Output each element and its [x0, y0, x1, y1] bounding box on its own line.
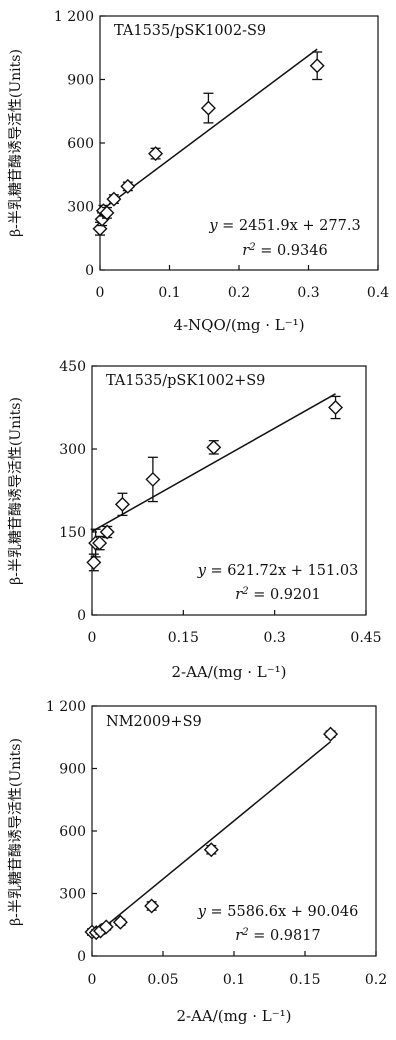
y-tick-label: 300: [59, 442, 86, 458]
fit-equation: y = 2451.9x + 277.3: [208, 218, 360, 234]
y-tick-label: 1 200: [54, 9, 94, 25]
x-tick-label: 0.15: [289, 972, 320, 988]
r-squared-exponent: 2: [241, 927, 248, 938]
r-squared-value: = 0.9201: [249, 587, 321, 603]
y-tick-label: 300: [59, 887, 86, 903]
y-tick-label: 600: [67, 136, 94, 152]
data-point-diamond: [99, 524, 115, 540]
series-label: TA1535/pSK1002+S9: [106, 373, 265, 389]
x-tick-label: 0: [88, 972, 97, 988]
fit-equation: y = 621.72x + 151.03: [197, 563, 359, 579]
x-axis-label: 4-NQO/(mg · L⁻¹): [173, 316, 304, 334]
x-tick-label: 0: [96, 285, 105, 301]
x-tick-label: 0.1: [158, 285, 180, 301]
r-squared-value: = 0.9817: [249, 928, 321, 944]
equation-variable: y: [197, 904, 207, 920]
y-tick-label: 900: [67, 73, 94, 89]
chart-svg: 0 300 600 900 1 200 0 0.1 0.2 0.3 0.4 TA1535/pSK10…: [8, 9, 389, 334]
x-tick-label: 0.15: [168, 630, 199, 646]
plot-frame: [91, 365, 367, 616]
y-tick-label: 0: [77, 949, 86, 965]
data-point-diamond: [206, 439, 222, 455]
y-axis-label: β-半乳糖苷酶诱导活性(Units): [8, 49, 24, 237]
y-tick-label: 450: [59, 359, 86, 375]
data-point-diamond: [144, 898, 160, 914]
x-axis-label: 2-AA/(mg · L⁻¹): [176, 1007, 291, 1025]
r-squared: r2 = 0.9346: [242, 242, 327, 260]
x-tick-label: 0.1: [223, 972, 245, 988]
x-tick-label: 0.05: [147, 972, 178, 988]
x-tick-label: 0.4: [367, 285, 389, 301]
r-squared-symbol: r: [242, 243, 250, 259]
x-tick-label: 0.2: [228, 285, 250, 301]
data-point-diamond: [112, 914, 128, 930]
y-tick-label: 600: [59, 824, 86, 840]
fit-line: [91, 393, 336, 533]
y-tick-label: 0: [85, 263, 94, 279]
r-squared: r2 = 0.9201: [235, 586, 320, 604]
x-tick-label: 0.3: [264, 630, 286, 646]
equation-variable: y: [197, 563, 207, 579]
r-squared: r2 = 0.9817: [235, 927, 320, 945]
r-squared-exponent: 2: [248, 242, 255, 253]
x-tick-label: 0.45: [350, 630, 381, 646]
r-squared-symbol: r: [235, 928, 243, 944]
data-point-diamond: [86, 554, 102, 570]
x-axis-label: 2-AA/(mg · L⁻¹): [171, 663, 286, 681]
data-point-diamond: [99, 205, 115, 221]
y-tick-label: 0: [77, 608, 86, 624]
data-point-diamond: [328, 400, 344, 415]
data-point-diamond: [203, 842, 219, 858]
data-point-diamond: [323, 726, 339, 742]
x-tick-label: 0: [88, 630, 97, 646]
chart-panel-2: 0 150 300 450 0 0.15 0.3 0.45 TA1535/pSK1002+S9 y…: [0, 345, 396, 690]
equation-variable: y: [208, 218, 218, 234]
data-point-diamond: [98, 919, 114, 935]
series-label: TA1535/pSK1002-S9: [114, 23, 266, 39]
data-point-diamond: [114, 496, 130, 512]
y-tick-label: 900: [59, 762, 86, 778]
data-point-diamond: [148, 146, 164, 162]
chart-svg: 0 300 600 900 1 200 0 0.05 0.1 0.15 0.2 NM2009+S9 y…: [8, 699, 387, 1025]
x-tick-label: 0.3: [297, 285, 319, 301]
y-axis-label: β-半乳糖苷酶诱导活性(Units): [8, 397, 24, 585]
fit-line: [99, 48, 318, 212]
equation-body: = 5586.6x + 90.046: [206, 904, 358, 920]
r-squared-value: = 0.9346: [256, 243, 328, 259]
equation-body: = 621.72x + 151.03: [206, 563, 358, 579]
series-label: NM2009+S9: [106, 714, 202, 730]
data-point-diamond: [145, 471, 161, 487]
r-squared-exponent: 2: [241, 586, 248, 597]
data-point-diamond: [200, 100, 216, 116]
fit-equation: y = 5586.6x + 90.046: [197, 904, 359, 920]
data-point-diamond: [106, 191, 122, 207]
fit-line: [91, 741, 332, 938]
y-tick-label: 300: [67, 200, 94, 216]
r-squared-symbol: r: [235, 587, 243, 603]
y-tick-label: 1 200: [46, 699, 86, 715]
equation-body: = 2451.9x + 277.3: [218, 218, 361, 234]
chart-svg: 0 150 300 450 0 0.15 0.3 0.45 TA1535/pSK1002+S9 y…: [8, 359, 382, 681]
data-point-diamond: [120, 178, 136, 194]
y-tick-label: 150: [59, 525, 86, 541]
data-point-diamond: [309, 58, 325, 74]
chart-panel-3: 0 300 600 900 1 200 0 0.05 0.1 0.15 0.2 NM2009+S9 y…: [0, 690, 396, 1035]
chart-panel-1: 0 300 600 900 1 200 0 0.1 0.2 0.3 0.4 TA1535/pSK10…: [0, 0, 396, 345]
data-point-diamond: [92, 535, 108, 551]
x-tick-label: 0.2: [365, 972, 387, 988]
y-axis-label: β-半乳糖苷酶诱导活性(Units): [8, 738, 24, 926]
